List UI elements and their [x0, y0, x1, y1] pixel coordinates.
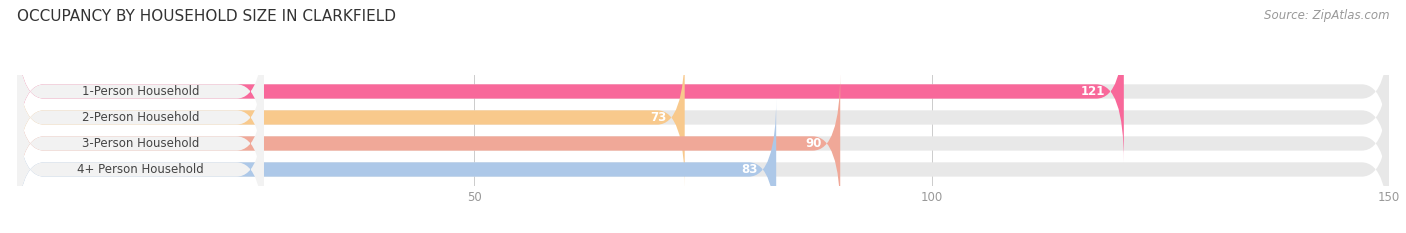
Text: 73: 73: [650, 111, 666, 124]
Text: 1-Person Household: 1-Person Household: [82, 85, 200, 98]
Text: 121: 121: [1081, 85, 1105, 98]
FancyBboxPatch shape: [17, 47, 1389, 188]
FancyBboxPatch shape: [17, 21, 264, 162]
Text: OCCUPANCY BY HOUSEHOLD SIZE IN CLARKFIELD: OCCUPANCY BY HOUSEHOLD SIZE IN CLARKFIEL…: [17, 9, 396, 24]
FancyBboxPatch shape: [17, 47, 264, 188]
Text: 4+ Person Household: 4+ Person Household: [77, 163, 204, 176]
Text: 83: 83: [741, 163, 758, 176]
FancyBboxPatch shape: [17, 73, 1389, 214]
FancyBboxPatch shape: [17, 99, 1389, 233]
FancyBboxPatch shape: [17, 21, 1123, 162]
FancyBboxPatch shape: [17, 73, 841, 214]
FancyBboxPatch shape: [17, 99, 776, 233]
FancyBboxPatch shape: [17, 99, 264, 233]
FancyBboxPatch shape: [17, 73, 264, 214]
FancyBboxPatch shape: [17, 21, 1389, 162]
Text: Source: ZipAtlas.com: Source: ZipAtlas.com: [1264, 9, 1389, 22]
Text: 90: 90: [806, 137, 823, 150]
Text: 3-Person Household: 3-Person Household: [82, 137, 200, 150]
Text: 2-Person Household: 2-Person Household: [82, 111, 200, 124]
FancyBboxPatch shape: [17, 47, 685, 188]
